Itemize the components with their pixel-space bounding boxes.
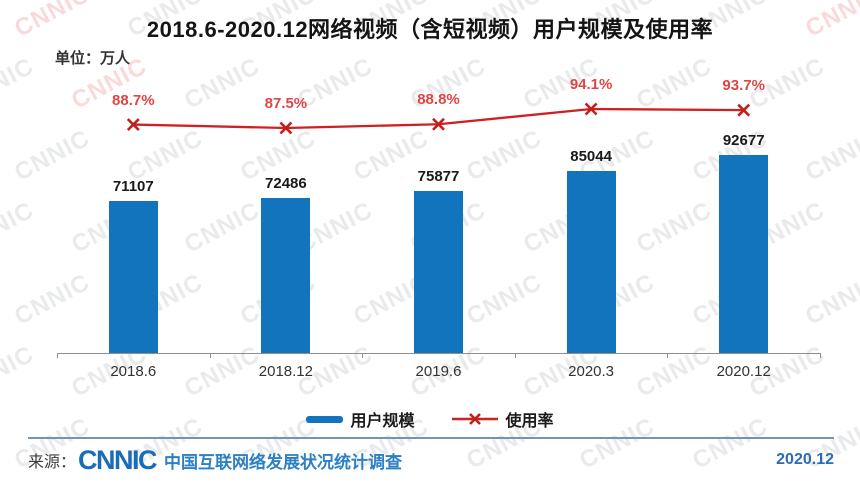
x-axis-label: 2018.6 — [110, 363, 157, 380]
x-marker-icon — [279, 121, 293, 135]
x-marker-icon — [126, 118, 140, 131]
x-marker-icon — [737, 103, 751, 117]
x-axis-tick — [57, 353, 58, 358]
legend-line-label: 使用率 — [505, 413, 554, 430]
footer: 来源： CNNIC 中国互联网络发展状况统计调查 2020.12 — [28, 443, 834, 477]
bar-value-label: 92677 — [722, 132, 765, 149]
bar — [108, 201, 158, 353]
footer-divider — [28, 437, 834, 439]
x-axis-label: 2020.3 — [568, 363, 615, 380]
bar-value-label: 72486 — [265, 175, 307, 193]
x-axis-tick — [820, 353, 821, 358]
x-axis-line — [57, 353, 820, 354]
x-axis-label: 2019.6 — [415, 363, 462, 380]
x-axis-label: 2020.12 — [716, 363, 771, 380]
footer-date: 2020.12 — [776, 451, 834, 468]
unit-label: 单位：万人 — [55, 50, 131, 67]
bar-value-label: 85044 — [570, 148, 612, 166]
x-axis-tick — [209, 353, 211, 358]
legend-bar-label: 用户规模 — [350, 413, 415, 430]
bar-value-label: 71107 — [112, 178, 154, 196]
x-marker-icon — [584, 102, 598, 116]
bar-swatch-icon — [306, 415, 344, 423]
x-axis-tick — [667, 353, 669, 358]
x-marker-icon — [432, 117, 445, 131]
legend-item-rate: 使用率 — [451, 407, 554, 431]
bar-value-label: 75877 — [417, 167, 460, 185]
bar — [719, 155, 769, 353]
rate-label: 87.5% — [264, 95, 308, 112]
bar — [261, 198, 311, 353]
source-prefix: 来源： — [28, 454, 77, 471]
x-marker-icon — [432, 117, 445, 131]
x-marker-icon — [126, 118, 140, 131]
bar — [414, 190, 463, 353]
cnnic-logo: CNNIC — [78, 444, 158, 475]
x-axis-label: 2018.12 — [258, 363, 313, 380]
rate-label: 88.8% — [417, 91, 460, 109]
page-title: 2018.6-2020.12网络视频（含短视频）用户规模及使用率 — [146, 17, 714, 42]
source-text: 中国互联网络发展状况统计调查 — [164, 452, 403, 472]
x-marker-icon — [279, 121, 293, 135]
legend: 用户规模 使用率 — [0, 407, 860, 431]
x-axis-tick — [362, 353, 364, 358]
rate-label: 88.7% — [112, 91, 155, 109]
bar — [566, 171, 616, 353]
x-axis-tick — [514, 353, 516, 358]
rate-label: 94.1% — [569, 75, 613, 93]
x-marker-icon — [584, 102, 598, 116]
legend-item-users: 用户规模 — [306, 407, 415, 431]
rate-label: 93.7% — [722, 77, 765, 95]
x-marker-icon — [737, 103, 751, 117]
line-x-swatch-icon — [451, 413, 498, 425]
